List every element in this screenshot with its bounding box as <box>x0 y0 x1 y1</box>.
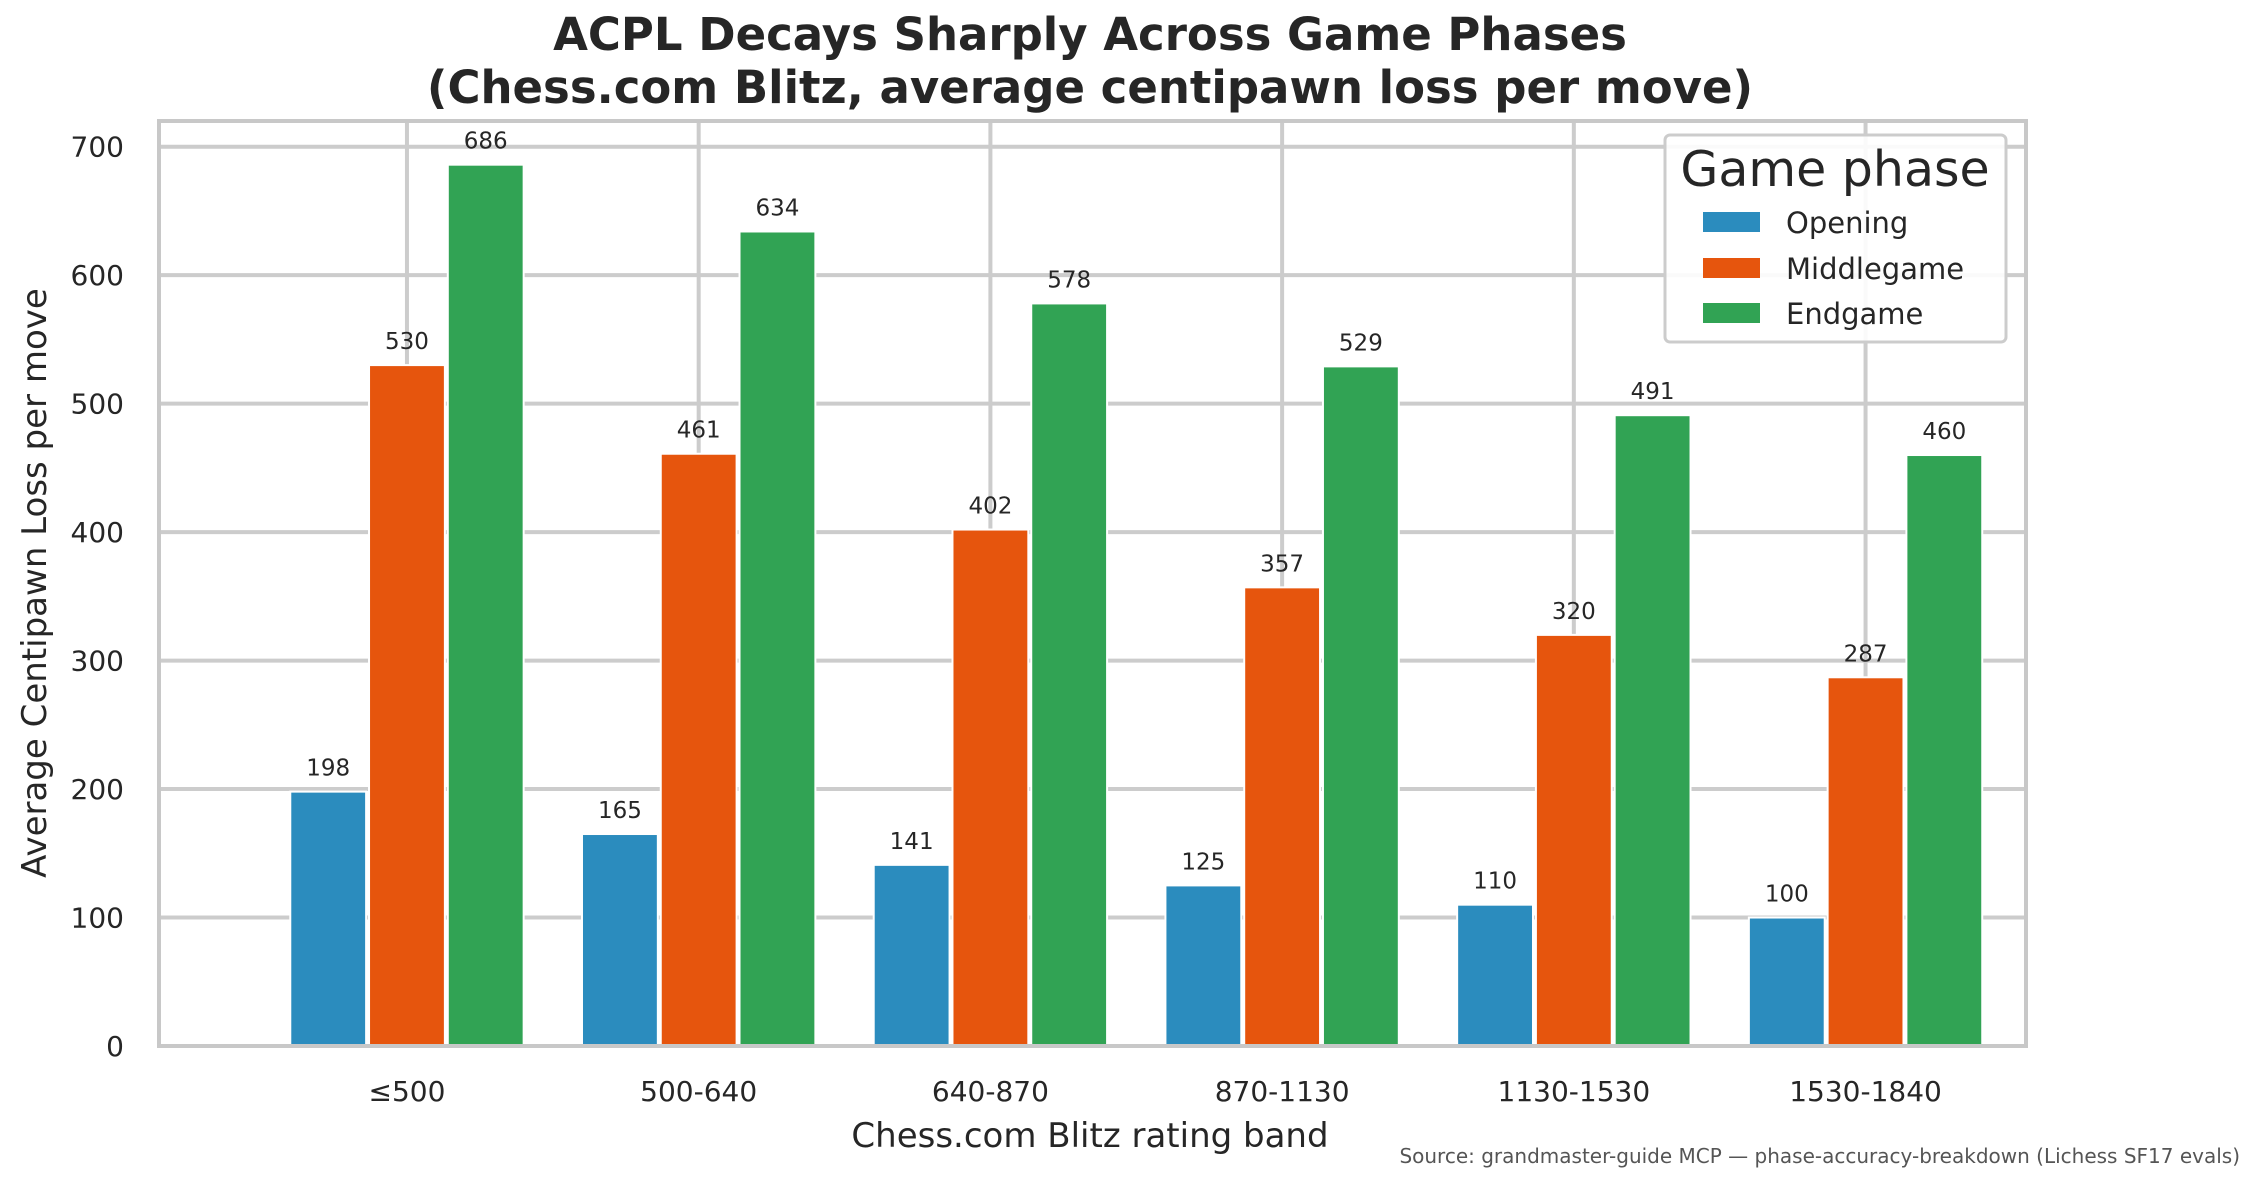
x-tick-label: 870-1130 <box>1215 1075 1350 1108</box>
bar-value-label-middlegame: 287 <box>1844 641 1888 667</box>
bar-endgame <box>446 163 525 1048</box>
legend-label-endgame: Endgame <box>1786 297 1923 331</box>
bar-endgame <box>1321 365 1400 1047</box>
bar-value-label-opening: 165 <box>598 798 642 824</box>
x-tick-label: 500-640 <box>640 1075 757 1108</box>
x-tick-labels: ≤500 500-640 640-870 870-1130 1130-1530 1530-… <box>369 1075 1942 1108</box>
bar-endgame <box>1030 302 1109 1047</box>
bar-value-label-endgame: 578 <box>1047 267 1091 293</box>
bar-middlegame <box>368 364 446 1047</box>
chart-title-line-2: (Chess.com Blitz, average centipawn loss… <box>427 61 1753 114</box>
y-tick-labels: 0 100 200 300 400 500 600 700 <box>71 131 124 1063</box>
bars <box>289 163 1984 1048</box>
bar-endgame <box>738 230 817 1048</box>
bar-value-label-endgame: 634 <box>755 195 799 221</box>
y-axis-label: Average Centipawn Loss per move <box>15 288 55 878</box>
bar-value-label-opening: 100 <box>1765 882 1809 908</box>
bar-middlegame <box>1534 633 1613 1048</box>
legend-box <box>1663 133 2008 344</box>
legend-title: Game phase <box>1680 141 1989 198</box>
bar-middlegame <box>1826 676 1905 1047</box>
x-tick-label: 640-870 <box>932 1075 1049 1108</box>
y-tick-label: 600 <box>71 259 124 292</box>
legend-label-opening: Opening <box>1786 206 1908 240</box>
bar-middlegame <box>659 452 738 1047</box>
chart-title-line-1: ACPL Decays Sharply Across Game Phases <box>553 8 1627 61</box>
source-note: Source: grandmaster-guide MCP — phase-ac… <box>1399 1144 2240 1168</box>
bar-value-label-opening: 198 <box>306 756 350 782</box>
y-tick-label: 0 <box>106 1030 124 1063</box>
x-tick-label: 1130-1530 <box>1498 1075 1651 1108</box>
y-tick-label: 100 <box>71 902 124 935</box>
bar-value-label-opening: 125 <box>1181 849 1225 875</box>
bar-value-label-middlegame: 530 <box>385 329 429 355</box>
bar-value-label-opening: 141 <box>890 829 934 855</box>
bar-value-label-endgame: 491 <box>1631 379 1675 405</box>
bar-value-label-endgame: 686 <box>464 129 508 155</box>
bar-value-labels: 198 530 686 165 461 634 141 402 578 125 357 529 110 3… <box>306 129 1966 908</box>
legend-swatch-endgame <box>1703 303 1760 323</box>
bar-opening <box>1456 903 1534 1047</box>
plot-frame <box>157 119 2028 1048</box>
y-tick-label: 400 <box>71 516 124 549</box>
bar-middlegame <box>951 528 1030 1047</box>
x-tick-label: 1530-1840 <box>1789 1075 1942 1108</box>
bar-middlegame <box>1243 586 1322 1048</box>
bar-endgame <box>1613 414 1692 1047</box>
y-tick-label: 200 <box>71 773 124 806</box>
bar-opening <box>872 863 951 1048</box>
bar-endgame <box>1905 454 1984 1047</box>
y-tick-label: 500 <box>71 388 124 421</box>
bar-value-label-endgame: 460 <box>1922 419 1966 445</box>
bar-value-label-endgame: 529 <box>1339 330 1383 356</box>
bar-value-label-opening: 110 <box>1473 869 1517 895</box>
legend-swatch-opening <box>1703 212 1760 232</box>
bar-value-label-middlegame: 320 <box>1552 599 1596 625</box>
bar-value-label-middlegame: 402 <box>968 494 1012 520</box>
x-axis-label: Chess.com Blitz rating band <box>851 1116 1328 1156</box>
y-tick-label: 700 <box>71 131 124 164</box>
legend-label-middlegame: Middlegame <box>1786 252 1964 286</box>
bar-value-label-middlegame: 461 <box>677 418 721 444</box>
bar-opening <box>1164 884 1243 1047</box>
x-tick-label: ≤500 <box>369 1075 446 1108</box>
legend-swatch-middlegame <box>1703 258 1760 278</box>
bar-opening <box>1747 916 1826 1047</box>
y-tick-label: 300 <box>71 645 124 678</box>
bar-opening <box>289 790 368 1047</box>
legend: Game phase Opening Middlegame Endgame <box>1663 133 2008 344</box>
bar-value-label-middlegame: 357 <box>1260 551 1304 577</box>
bar-opening <box>580 833 659 1047</box>
